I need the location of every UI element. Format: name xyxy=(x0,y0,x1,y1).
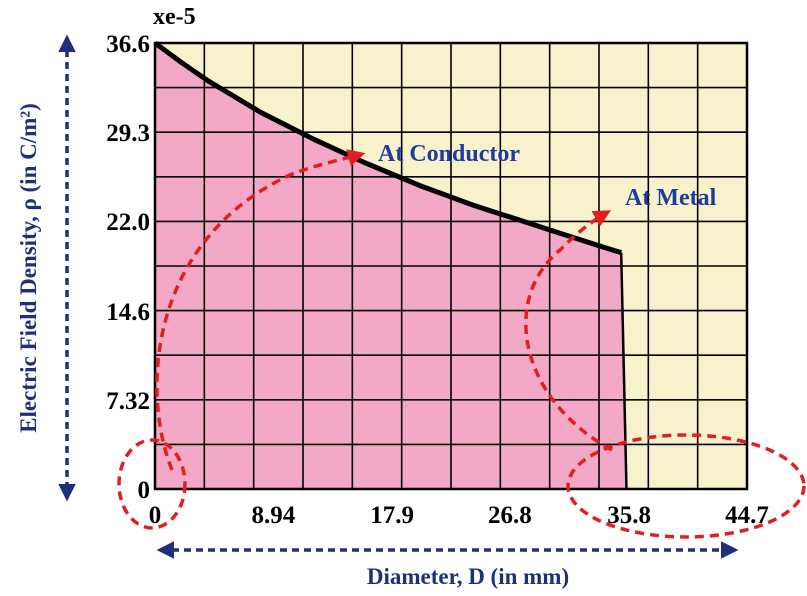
y-multiplier: xe-5 xyxy=(153,4,196,30)
x-tick-label: 0 xyxy=(149,502,162,529)
metal-drop-edge xyxy=(619,252,628,490)
x-tick-labels: 0 8.94 17.9 26.8 35.8 44.7 xyxy=(149,502,769,529)
y-tick-labels: 0 7.32 14.6 22.0 29.3 36.6 xyxy=(106,31,150,504)
x-tick-label: 35.8 xyxy=(607,502,651,529)
y-tick-label: 0 xyxy=(138,477,151,504)
y-tick-label: 22.0 xyxy=(106,209,150,236)
conductor-annotation-arrow xyxy=(155,149,366,471)
x-tick-label: 26.8 xyxy=(488,502,532,529)
y-tick-label: 14.6 xyxy=(106,299,150,326)
y-axis-label: Electric Field Density, ρ (in C/m²) xyxy=(16,103,41,433)
x-tick-label: 17.9 xyxy=(370,502,414,529)
x-tick-label: 8.94 xyxy=(252,502,296,529)
y-tick-label: 7.32 xyxy=(106,388,150,415)
at-metal-label: At Metal xyxy=(625,185,717,211)
metal-edge-ellipse xyxy=(566,433,806,539)
at-conductor-label: At Conductor xyxy=(378,141,520,167)
conductor-edge-ellipse xyxy=(117,438,187,530)
field-density-line xyxy=(153,40,622,255)
x-axis-label: Diameter, D (in mm) xyxy=(367,564,569,589)
y-tick-label: 29.3 xyxy=(106,120,150,147)
plot-frame xyxy=(153,41,749,491)
y-tick-label: 36.6 xyxy=(106,31,150,58)
grid xyxy=(155,43,747,489)
metal-annotation-arrow xyxy=(524,210,613,452)
